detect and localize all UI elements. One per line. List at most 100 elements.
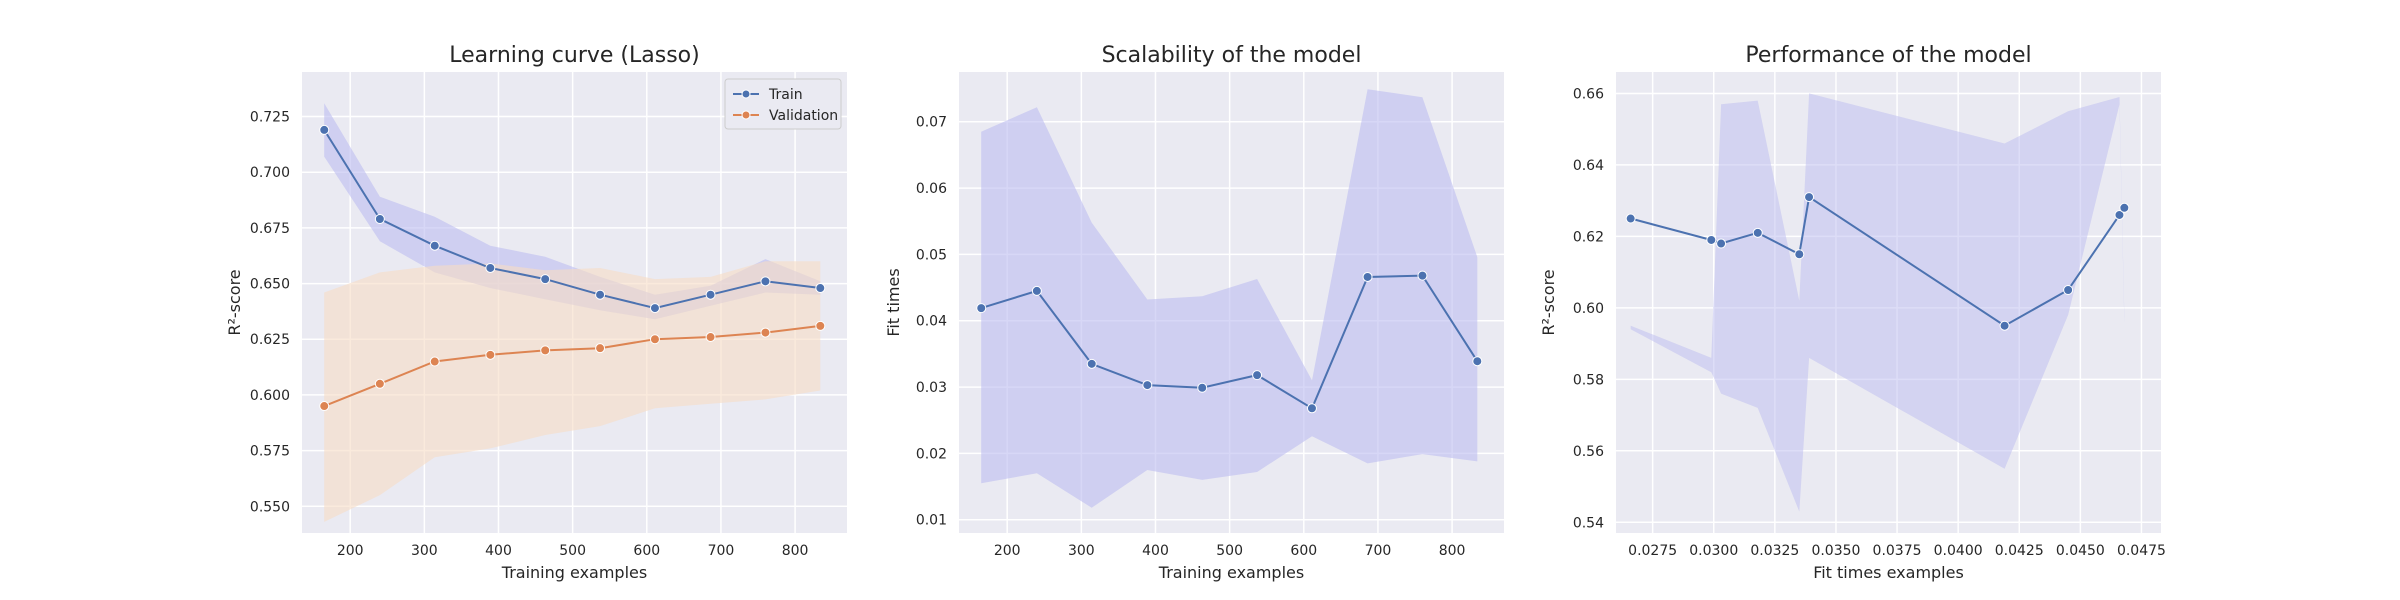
data-point [760,276,771,287]
y-tick-label: 0.550 [250,499,290,515]
data-point [1252,370,1263,381]
x-tick-label: 0.0450 [2056,543,2105,559]
data-point [2119,202,2130,213]
data-point [1794,249,1805,260]
y-tick-labels: 0.01 0.02 0.03 0.04 0.05 0.06 0.07 [916,115,947,529]
y-axis-label: Fit times [884,268,903,336]
confidence-bands [981,89,1478,508]
chart-title: Performance of the model [1745,43,2031,68]
y-tick-label: 0.58 [1573,372,1604,388]
data-point [319,401,330,412]
data-point [705,289,716,300]
data-point [815,320,826,331]
x-tick-label: 0.0375 [1873,543,1922,559]
data-point [485,262,496,273]
y-tick-label: 0.650 [250,277,290,293]
confidence-band [981,89,1478,508]
data-point [1142,380,1153,391]
confidence-bands [324,103,821,522]
y-tick-label: 0.07 [916,115,947,131]
legend-box [724,78,842,130]
y-tick-label: 0.04 [916,314,947,330]
y-tick-label: 0.600 [250,388,290,404]
x-tick-label: 0.0475 [2117,543,2166,559]
y-axis-label: R²-score [225,269,244,335]
series-line [980,274,1479,410]
data-point [540,274,551,285]
data-point [649,334,660,345]
y-tick-label: 0.54 [1573,515,1604,531]
y-tick-label: 0.02 [916,446,947,462]
data-point [1716,238,1727,249]
chart-title: Learning curve (Lasso) [449,43,699,68]
legend-marker-validation [741,110,751,120]
data-point [649,303,660,314]
data-point [1625,213,1636,224]
y-tick-labels: 0.550 0.575 0.600 0.625 0.650 0.675 0.700 0.725 [250,110,290,516]
data-point [1031,285,1042,296]
y-tick-labels: 0.54 0.56 0.58 0.60 0.62 0.64 0.66 [1573,86,1604,531]
performance-panel: 0.0275 0.0300 0.0325 0.0350 0.0375 0.0400 0.04… [1539,43,2166,582]
y-tick-label: 0.06 [916,181,947,197]
data-point [374,213,385,224]
confidence-bands [1630,93,2125,512]
x-tick-label: 800 [1439,543,1466,559]
legend-label-train: Train [768,87,803,103]
data-point [1999,320,2010,331]
x-tick-label: 700 [708,543,735,559]
x-tick-label: 200 [994,543,1021,559]
x-tick-label: 0.0300 [1689,543,1738,559]
x-tick-label: 0.0350 [1811,543,1860,559]
x-tick-label: 300 [411,543,438,559]
series-line [1630,195,2126,327]
x-tick-label: 200 [337,543,364,559]
series-points [976,270,1483,414]
x-tick-labels: 200 300 400 500 600 700 800 [994,543,1466,559]
x-tick-label: 0.0275 [1628,543,1677,559]
x-axis-label: Fit times examples [1813,563,1964,582]
data-point [760,327,771,338]
y-tick-label: 0.64 [1573,158,1604,174]
data-point [1472,356,1483,367]
x-tick-labels: 0.0275 0.0300 0.0325 0.0350 0.0375 0.0400 0.04… [1628,543,2166,559]
x-tick-label: 700 [1365,543,1392,559]
series-line [323,324,821,408]
series-points [319,124,826,412]
y-tick-label: 0.03 [916,380,947,396]
data-point [485,349,496,360]
x-tick-label: 400 [485,543,512,559]
y-tick-label: 0.05 [916,247,947,263]
y-tick-label: 0.725 [250,110,290,126]
data-point [705,332,716,343]
legend: Train Validation [724,78,842,130]
data-point [1197,382,1208,393]
x-tick-label: 0.0325 [1750,543,1799,559]
legend-marker-train [741,89,751,99]
y-tick-label: 0.56 [1573,444,1604,460]
y-tick-label: 0.675 [250,221,290,237]
x-tick-label: 400 [1142,543,1169,559]
data-point [319,124,330,135]
x-axis-label: Training examples [1158,563,1304,582]
data-point [2114,209,2125,220]
data-point [540,345,551,356]
data-point [1417,270,1428,281]
series-lines [1630,195,2126,327]
confidence-band [1630,93,2125,512]
x-axis-label: Training examples [501,563,647,582]
x-tick-label: 600 [1290,543,1317,559]
x-tick-label: 800 [782,543,809,559]
y-tick-label: 0.625 [250,332,290,348]
data-point [1306,403,1317,414]
data-point [595,289,606,300]
learning-curve-panel: 200 300 400 500 600 700 800 0.550 0.575 0.600 0.6… [225,43,847,582]
y-tick-label: 0.66 [1573,86,1604,102]
chart-title: Scalability of the model [1102,43,1362,68]
data-point [429,356,440,367]
data-point [1752,227,1763,238]
y-axis-label: R²-score [1539,269,1558,335]
data-point [1804,192,1815,203]
data-point [976,303,987,314]
series-lines [323,129,821,408]
series-points [1625,192,2130,331]
